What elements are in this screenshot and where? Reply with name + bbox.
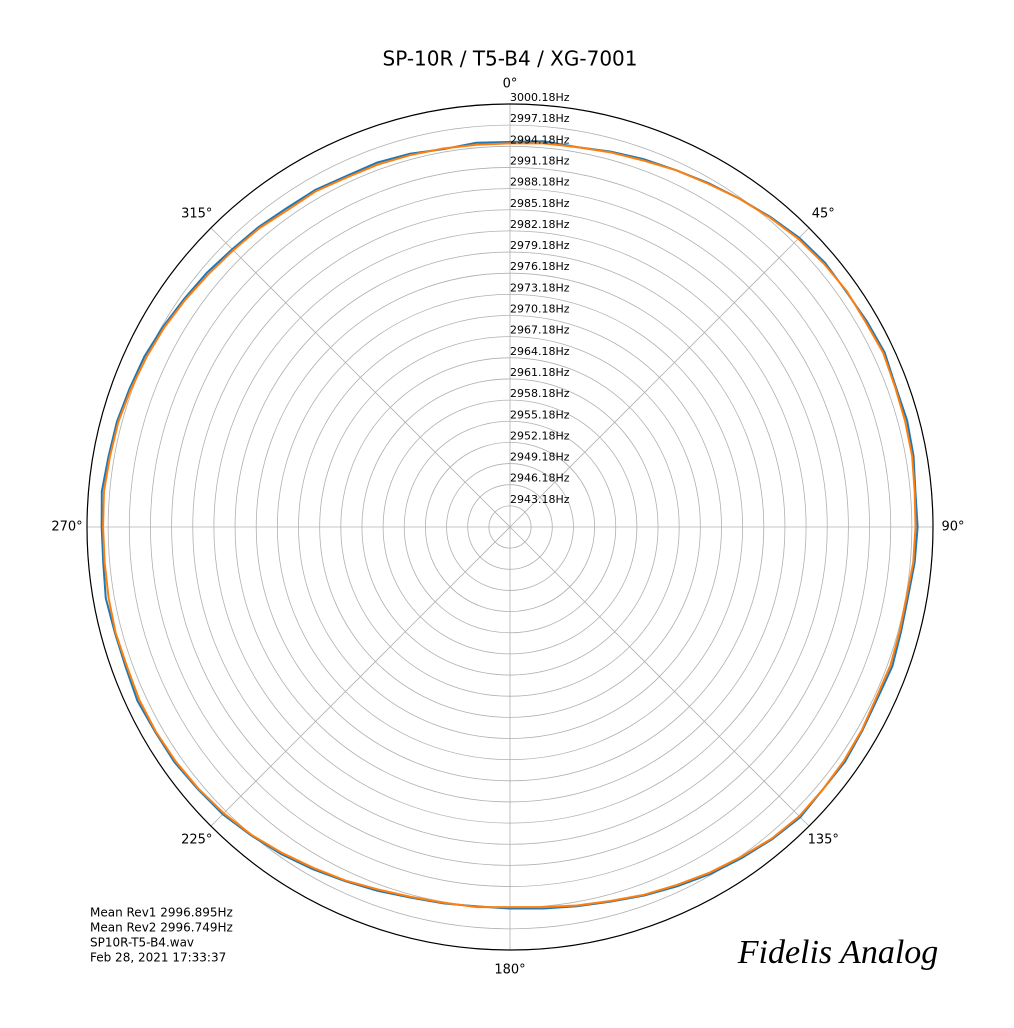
angle-tick-label: 180° (494, 963, 525, 978)
grid-spoke (509, 526, 810, 827)
annotation: Feb 28, 2021 17:33:37 (90, 951, 226, 965)
radial-tick-label: 2994.18Hz (510, 133, 570, 146)
angle-tick-label: 315° (181, 206, 212, 221)
annotation: Mean Rev1 2996.895Hz (90, 906, 233, 920)
radial-tick-label: 2955.18Hz (510, 408, 570, 421)
polar-frame (86, 103, 934, 951)
radial-tick-label: 2946.18Hz (510, 472, 570, 485)
annotation: Mean Rev2 2996.749Hz (90, 921, 233, 935)
radial-tick-label: 2985.18Hz (510, 197, 570, 210)
annotation: SP10R-T5-B4.wav (90, 936, 194, 950)
radial-tick-label: 2979.18Hz (510, 239, 570, 252)
radial-tick-label: 2949.18Hz (510, 451, 570, 464)
radial-tick-label: 2988.18Hz (510, 176, 570, 189)
grid-spoke (210, 227, 511, 528)
radial-tick-label: 2976.18Hz (510, 260, 570, 273)
radial-tick-label: 2991.18Hz (510, 154, 570, 167)
radial-tick-label: 3000.18Hz (510, 91, 570, 104)
grid-spoke (509, 227, 810, 528)
radial-tick-label: 2997.18Hz (510, 112, 570, 125)
radial-tick-label: 2952.18Hz (510, 429, 570, 442)
angle-tick-label: 0° (503, 77, 518, 92)
angle-tick-label: 270° (51, 520, 82, 535)
angle-tick-label: 90° (941, 520, 964, 535)
radial-tick-label: 2982.18Hz (510, 218, 570, 231)
signature: Fidelis Analog (737, 934, 939, 971)
radial-tick-label: 2961.18Hz (510, 366, 570, 379)
radial-tick-label: 2967.18Hz (510, 324, 570, 337)
radial-tick-label: 2973.18Hz (510, 281, 570, 294)
angle-tick-label: 45° (812, 206, 835, 221)
radial-tick-label: 2958.18Hz (510, 387, 570, 400)
series-line (102, 142, 917, 909)
series-line (100, 140, 919, 910)
radial-tick-label: 2943.18Hz (510, 493, 570, 506)
grid-spoke (210, 526, 511, 827)
angle-tick-label: 225° (181, 833, 212, 848)
radial-tick-label: 2964.18Hz (510, 345, 570, 358)
chart-title: SP-10R / T5-B4 / XG-7001 (383, 47, 638, 71)
angle-tick-label: 135° (808, 833, 839, 848)
radial-tick-label: 2970.18Hz (510, 303, 570, 316)
